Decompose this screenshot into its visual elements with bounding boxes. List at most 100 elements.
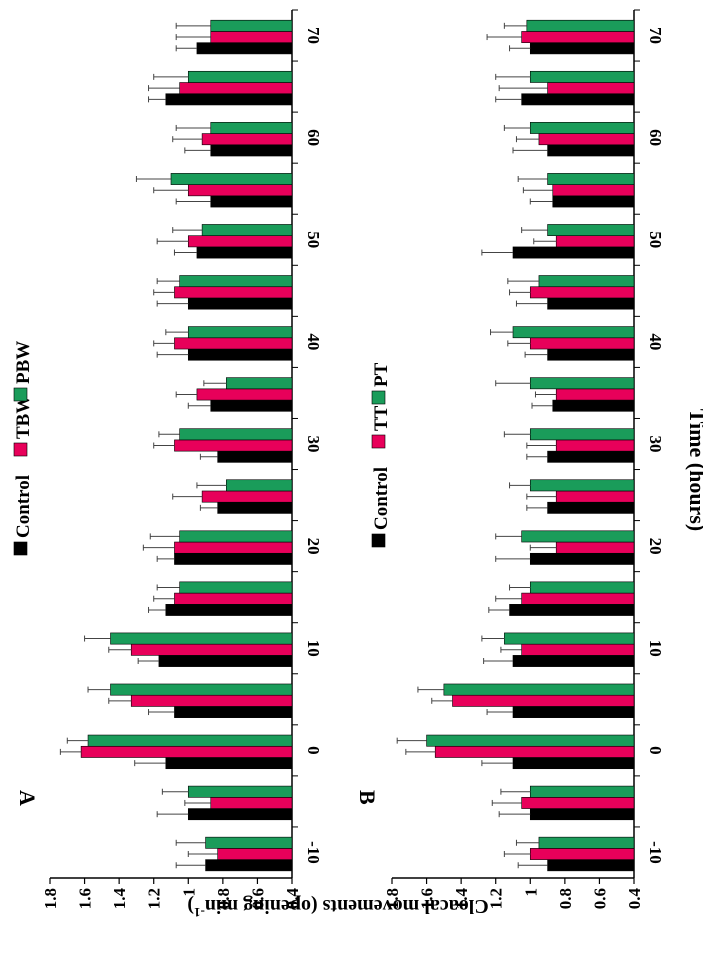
bar-tbw: [187, 184, 293, 197]
bar-control: [547, 501, 635, 514]
bar-tt: [521, 31, 635, 43]
bar-pt: [529, 785, 635, 798]
bar-tbw: [174, 286, 293, 299]
bar-control: [217, 450, 293, 463]
bar-pt: [538, 836, 635, 849]
legend-swatch-tt: [371, 434, 386, 449]
bar-pt: [426, 734, 635, 747]
time-tick-label: 10: [304, 640, 323, 657]
bar-control: [210, 144, 293, 157]
bar-control: [196, 246, 293, 259]
bar-tbw: [174, 337, 293, 350]
bar-control: [210, 195, 293, 208]
bar-control: [547, 297, 635, 310]
bar-control: [512, 706, 635, 718]
bar-pbw: [87, 734, 293, 747]
bar-control: [187, 348, 293, 361]
bar-pbw: [210, 19, 293, 32]
time-tick-label: 40: [646, 333, 665, 350]
bar-control: [529, 42, 635, 55]
bar-tt: [547, 82, 635, 95]
bar-tbw: [130, 694, 293, 707]
bar-control: [547, 450, 635, 463]
bar-pt: [521, 530, 635, 543]
value-tick-label: 1.8: [41, 888, 60, 909]
bar-control: [187, 808, 293, 821]
bar-pbw: [179, 530, 293, 543]
bar-pt: [529, 428, 635, 441]
bar-pt: [529, 581, 635, 594]
bar-pbw: [187, 785, 293, 798]
bar-control: [174, 552, 293, 565]
value-tick-label: 1.6: [418, 888, 437, 909]
bar-control: [165, 604, 293, 616]
panel-label: A: [15, 790, 40, 806]
time-tick-label: 60: [304, 129, 323, 146]
value-tick-label: 1: [521, 888, 540, 897]
value-tick-label: 0.6: [248, 888, 267, 909]
bar-control: [552, 195, 635, 208]
bar-pbw: [187, 70, 293, 83]
bar-tbw: [210, 31, 293, 43]
bar-tbw: [174, 439, 293, 452]
bar-control: [512, 655, 635, 667]
time-tick-label: 50: [646, 231, 665, 248]
bar-tt: [552, 184, 635, 197]
bar-pbw: [179, 275, 293, 288]
bar-control: [205, 859, 293, 872]
time-tick-label: 20: [646, 538, 665, 555]
bar-control: [196, 42, 293, 55]
bar-tt: [555, 388, 635, 401]
legend-swatch-control: [13, 541, 28, 556]
bar-control: [547, 144, 635, 157]
legend-swatch-pbw: [13, 387, 28, 402]
time-tick-label: 30: [646, 436, 665, 453]
time-tick-label: 30: [304, 436, 323, 453]
bar-pt: [547, 173, 635, 185]
bar-control: [509, 604, 635, 616]
bar-pt: [529, 122, 635, 134]
bar-tt: [434, 745, 635, 758]
bar-pt: [443, 683, 635, 696]
bar-pt: [538, 275, 635, 288]
value-tick-label: 0.8: [556, 888, 575, 909]
bar-pbw: [179, 581, 293, 594]
bar-tbw: [174, 541, 293, 554]
panel-a: 1.8 1.6 1.4 1.2 1 0.8 0.6 0.4 -10 0 10 20 30 40 50 60 70…: [13, 9, 323, 910]
bar-tbw: [179, 82, 293, 95]
bar-pt: [529, 377, 635, 390]
legend-label-pbw: PBW: [13, 341, 34, 384]
bar-control: [165, 93, 293, 106]
bar-tt: [521, 797, 635, 809]
value-tick-label: 1: [179, 888, 198, 897]
legend-swatch-pt: [371, 390, 386, 405]
bar-pt: [547, 224, 635, 236]
bar-tt: [521, 643, 635, 656]
bar-control: [529, 552, 635, 565]
value-tick-label: 0.4: [625, 888, 644, 910]
value-tick-label: 0.8: [214, 888, 233, 909]
bar-pbw: [187, 326, 293, 339]
bar-pbw: [226, 377, 293, 390]
bar-tt: [555, 235, 635, 248]
bar-tbw: [201, 490, 293, 503]
bar-control: [521, 93, 635, 106]
bar-control: [547, 859, 635, 872]
y-axis-title: Cloacal movements (opening min-1): [187, 895, 488, 920]
value-tick-label: 1.2: [145, 888, 164, 909]
bar-tbw: [201, 133, 293, 146]
bar-pt: [512, 326, 635, 339]
legend-label-tt: TT: [371, 405, 392, 431]
value-tick-label: 0.4: [283, 888, 302, 910]
bar-pbw: [226, 479, 293, 492]
bar-tt: [555, 439, 635, 452]
y-axis-title-sup: -1: [194, 905, 205, 920]
time-tick-label: 50: [304, 231, 323, 248]
bar-control: [529, 808, 635, 821]
bar-control: [552, 399, 635, 412]
bar-pbw: [170, 173, 293, 185]
value-tick-label: 1.4: [452, 888, 471, 910]
bar-tt: [538, 133, 635, 146]
bar-pbw: [179, 428, 293, 441]
